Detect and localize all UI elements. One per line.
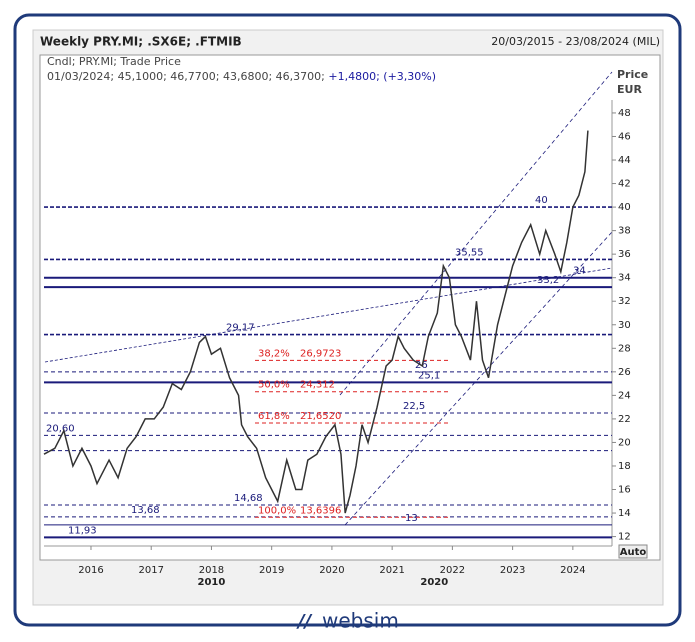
auto-button[interactable] <box>618 544 648 559</box>
y-tick-label: 44 <box>618 155 631 166</box>
level-label: 11,93 <box>68 525 97 536</box>
logo-mark: // <box>296 611 313 632</box>
title: Weekly PRY.MI; .SX6E; .FTMIB <box>40 35 242 49</box>
x-tick-label: 2016 <box>78 565 103 576</box>
legend-line: Cndl; PRY.MI; Trade Price <box>47 55 181 68</box>
level-label: 13,68 <box>131 505 160 516</box>
y-tick-label: 22 <box>618 414 631 425</box>
logo: // websim <box>296 609 399 633</box>
fib-ratio: 38,2% <box>258 348 290 359</box>
level-label: 40 <box>535 195 548 206</box>
x-tick-label: 2018 <box>199 565 224 576</box>
y-tick-label: 12 <box>618 532 631 543</box>
fib-ratio: 100,0% <box>258 505 296 516</box>
level-label: 29,17 <box>226 323 255 334</box>
fib-value: 13,6396 <box>300 505 341 516</box>
y-tick-label: 30 <box>618 320 631 331</box>
y-tick-label: 38 <box>618 226 631 237</box>
legend-ohlc: 01/03/2024; 45,1000; 46,7700; 43,6800; 4… <box>47 70 325 83</box>
y-tick-label: 46 <box>618 131 631 142</box>
y-tick-label: 40 <box>618 202 631 213</box>
decade-label: 2020 <box>420 577 448 588</box>
auto-label[interactable]: Auto <box>620 547 647 558</box>
fib-ratio: 61,8% <box>258 411 290 422</box>
y-tick-label: 42 <box>618 179 631 190</box>
y-tick-label: 36 <box>618 249 631 260</box>
x-tick-label: 2019 <box>259 565 284 576</box>
plot-area <box>44 100 612 546</box>
y-tick-label: 24 <box>618 390 631 401</box>
x-tick-label: 2024 <box>560 565 585 576</box>
x-tick-label: 2022 <box>440 565 465 576</box>
axis-unit: EUR <box>617 83 642 96</box>
trend-line <box>44 267 613 363</box>
level-label: 14,68 <box>234 493 263 504</box>
x-tick-label: 2023 <box>500 565 525 576</box>
channel-upper <box>339 71 613 396</box>
level-label: 34 <box>573 266 586 277</box>
level-label: 20,60 <box>46 423 75 434</box>
y-tick-label: 26 <box>618 367 631 378</box>
x-tick-label: 2020 <box>319 565 344 576</box>
y-tick-label: 48 <box>618 108 631 119</box>
level-label: 13 <box>405 513 418 524</box>
x-tick-label: 2021 <box>379 565 404 576</box>
fib-ratio: 50,0% <box>258 380 290 391</box>
fib-value: 26,9723 <box>300 348 341 359</box>
channel-lower <box>344 231 613 526</box>
price-line <box>43 130 589 514</box>
axis-title: Price <box>617 68 648 81</box>
y-tick-label: 16 <box>618 485 631 496</box>
fib-value: 24,312 <box>300 380 335 391</box>
brand: websim <box>322 609 399 633</box>
legend-change: +1,4800; (+3,30%) <box>328 70 436 83</box>
decade-label: 2010 <box>198 577 226 588</box>
y-tick-label: 32 <box>618 296 631 307</box>
level-label: 22,5 <box>403 401 425 412</box>
range: 20/03/2015 - 23/08/2024 (MIL) <box>491 35 660 48</box>
y-tick-label: 14 <box>618 508 631 519</box>
y-tick-label: 34 <box>618 273 631 284</box>
fib-value: 21,6520 <box>300 411 341 422</box>
level-label: 25,1 <box>418 370 440 381</box>
level-label: 33,2 <box>537 275 559 286</box>
y-tick-label: 20 <box>618 437 631 448</box>
legend-values: 01/03/2024; 45,1000; 46,7700; 43,6800; 4… <box>47 70 436 83</box>
y-tick-label: 28 <box>618 343 631 354</box>
y-tick-label: 18 <box>618 461 631 472</box>
level-label: 35,55 <box>455 247 484 258</box>
x-tick-label: 2017 <box>138 565 163 576</box>
